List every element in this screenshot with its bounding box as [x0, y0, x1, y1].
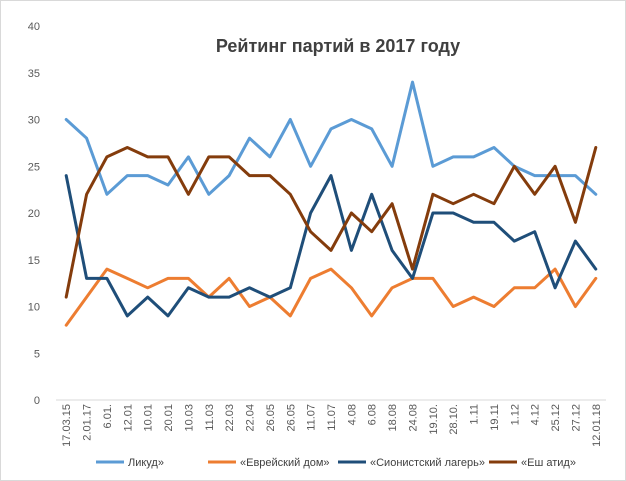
- y-tick-label: 25: [28, 161, 40, 173]
- x-tick-label: 26.05: [265, 404, 277, 432]
- x-tick-label: 1.12: [509, 404, 521, 425]
- x-tick-label: 10.01: [143, 404, 155, 432]
- x-tick-label: 1.11: [469, 404, 481, 425]
- x-tick-label: 22.03: [224, 404, 236, 432]
- x-tick-label: 4.12: [530, 404, 542, 425]
- x-tick-label: 11.07: [326, 404, 338, 431]
- legend-label: «Сионистский лагерь»: [370, 457, 485, 469]
- legend-label: «Еврейский дом»: [240, 457, 330, 469]
- series-lines: [64, 80, 598, 327]
- y-tick-label: 0: [34, 395, 40, 407]
- x-tick-label: 26.05: [285, 404, 297, 432]
- legend-label: Ликуд»: [128, 457, 164, 469]
- x-tick-label: 27.12: [570, 404, 582, 432]
- y-tick-label: 40: [28, 21, 40, 33]
- x-tick-label: 18.08: [387, 404, 399, 432]
- x-tick-label: 12.01.18: [591, 404, 603, 447]
- y-tick-label: 20: [28, 208, 40, 220]
- x-tick-label: 6.08: [367, 404, 379, 425]
- x-tick-label: 2.01.17: [82, 404, 94, 441]
- x-tick-label: 10.03: [183, 404, 195, 432]
- x-tick-label: 12.01: [122, 404, 134, 432]
- series-line-4: [64, 146, 598, 299]
- y-tick-label: 35: [28, 68, 40, 80]
- x-tick-label: 11.03: [204, 404, 216, 431]
- x-tick-label: 11.07: [306, 404, 318, 431]
- x-tick-label: 28.10.: [448, 404, 460, 435]
- y-tick-label: 5: [34, 348, 40, 360]
- y-tick-label: 10: [28, 302, 40, 314]
- x-tick-label: 20.01: [163, 404, 175, 432]
- series-line-1: [64, 80, 598, 196]
- x-tick-label: 25.12: [550, 404, 562, 432]
- x-tick-label: 19.10.: [428, 404, 440, 435]
- y-tick-label: 15: [28, 255, 40, 267]
- y-tick-label: 30: [28, 115, 40, 127]
- x-axis-ticks: 17.03.15 2.01.17 6.01. 12.01 10.01 20.01 10.03…: [61, 404, 603, 447]
- chart-title: Рейтинг партий в 2017 году: [216, 36, 460, 56]
- x-tick-label: 19.11: [489, 404, 501, 431]
- x-tick-label: 24.08: [407, 404, 419, 432]
- legend-label: «Еш атид»: [521, 457, 576, 469]
- x-tick-label: 17.03.15: [61, 404, 73, 447]
- x-tick-label: 6.01.: [102, 404, 114, 428]
- series-line-3: [64, 174, 598, 318]
- y-axis-ticks: 0 5 10 15 20 25 30 35 40: [28, 21, 40, 407]
- legend: Ликуд» «Еврейский дом» «Сионистский лагерь…: [96, 457, 576, 469]
- x-tick-label: 22.04: [245, 404, 257, 432]
- series-line-2: [64, 267, 598, 327]
- x-tick-label: 4.08: [346, 404, 358, 425]
